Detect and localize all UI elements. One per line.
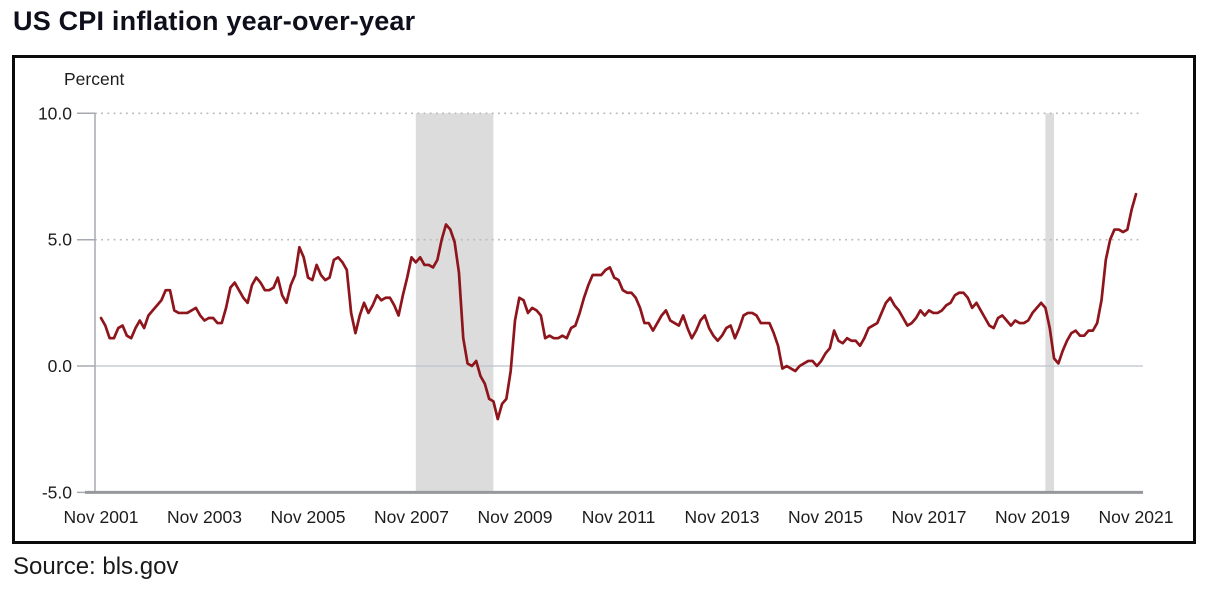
- chart-title: US CPI inflation year-over-year: [13, 6, 416, 36]
- x-tick-label: Nov 2021: [1099, 507, 1174, 527]
- x-tick-label: Nov 2017: [892, 507, 967, 527]
- y-tick-label: -5.0: [42, 482, 72, 502]
- y-tick-label: 0.0: [48, 356, 73, 376]
- recession-band: [1045, 113, 1054, 493]
- cpi-line-chart: 10.0 5.0 0.0 -5.0 Nov 2001 Nov 2003 Nov 2005 No…: [38, 103, 1174, 527]
- chart-figure: Percent 10.0 5.0 0.0 -5.0 Nov 2001 Nov 2003 No…: [12, 55, 1196, 544]
- x-tick-label: Nov 2007: [374, 507, 449, 527]
- x-tick-label: Nov 2005: [271, 507, 346, 527]
- y-tick-label: 10.0: [38, 103, 72, 123]
- x-tick-label: Nov 2013: [685, 507, 760, 527]
- x-tick-label: Nov 2009: [478, 507, 553, 527]
- cpi-inflation-line: [99, 192, 1138, 421]
- y-tick-label: 5.0: [48, 230, 73, 250]
- source-note: Source: bls.gov: [13, 553, 179, 580]
- x-tick-label: Nov 2019: [995, 507, 1070, 527]
- x-tick-label: Nov 2015: [788, 507, 863, 527]
- x-tick-label: Nov 2001: [64, 507, 139, 527]
- y-axis-unit-label: Percent: [64, 69, 125, 89]
- recession-band: [415, 113, 494, 493]
- x-tick-label: Nov 2011: [582, 507, 656, 527]
- x-tick-label: Nov 2003: [167, 507, 242, 527]
